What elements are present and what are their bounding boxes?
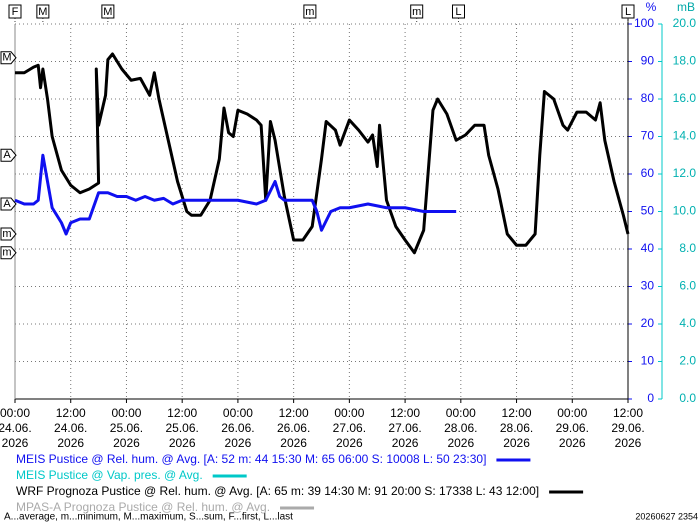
x-tick-label: 00:00 [223, 406, 253, 420]
legend-label: MEIS Pustice @ Rel. hum. @ Avg. [A: 52 m… [16, 452, 486, 466]
y2-tick-label: 4.0 [679, 316, 696, 330]
y-tick-label: 80 [641, 91, 655, 105]
marker-box [0, 148, 17, 162]
x-tick-label: 2026 [392, 436, 419, 450]
x-tick-label: 28.06. [500, 421, 533, 435]
marker-box [0, 227, 17, 241]
x-tick-label: 12:00 [279, 406, 309, 420]
y2-tick-label: 20.0 [673, 16, 697, 30]
x-tick-label: 12:00 [56, 406, 86, 420]
footnote: A...average, m...minimum, M...maximum, S… [4, 512, 293, 523]
marker-label: A [3, 198, 11, 210]
x-tick-label: 2026 [57, 436, 84, 450]
x-tick-label: 2026 [280, 436, 307, 450]
y-tick-label: 20 [641, 316, 655, 330]
y-tick-label: 40 [641, 241, 655, 255]
timestamp: 20260627 2354 [635, 511, 698, 521]
y2-tick-label: 2.0 [679, 354, 696, 368]
marker-label: M [103, 6, 112, 18]
marker-box [0, 51, 17, 65]
marker-label: A [3, 149, 11, 161]
y-unit: % [646, 0, 657, 14]
x-tick-label: 24.06. [54, 421, 87, 435]
marker-label: L [625, 6, 631, 18]
x-tick-label: 2026 [2, 436, 29, 450]
y2-tick-label: 6.0 [679, 279, 696, 293]
y-tick-label: 100 [634, 16, 654, 30]
marker-label: F [12, 6, 19, 18]
y-tick-label: 90 [641, 54, 655, 68]
marker-box [451, 4, 465, 19]
x-tick-label: 25.06. [165, 421, 198, 435]
x-tick-label: 2026 [336, 436, 363, 450]
x-tick-label: 29.06. [556, 421, 589, 435]
series-line [15, 52, 630, 255]
legend-label: MEIS Pustice @ Vap. pres. @ Avg. [16, 468, 203, 482]
y-tick-label: 50 [641, 204, 655, 218]
y-tick-label: 70 [641, 129, 655, 143]
x-tick-label: 12:00 [167, 406, 197, 420]
x-tick-label: 12:00 [390, 406, 420, 420]
y-tick-label: 0 [647, 391, 654, 405]
x-tick-label: 12:00 [502, 406, 532, 420]
y2-tick-label: 0.0 [679, 391, 696, 405]
x-tick-label: 2026 [225, 436, 252, 450]
marker-label: m [412, 6, 421, 18]
marker-box [0, 246, 17, 260]
legend-label: WRF Prognoza Pustice @ Rel. hum. @ Avg. … [16, 484, 539, 498]
x-tick-label: 25.06. [110, 421, 143, 435]
x-tick-label: 12:00 [613, 406, 643, 420]
x-tick-label: 2026 [615, 436, 642, 450]
marker-label: L [455, 6, 461, 18]
y2-tick-label: 18.0 [673, 54, 697, 68]
x-tick-label: 2026 [169, 436, 196, 450]
x-tick-label: 2026 [447, 436, 474, 450]
y2-tick-label: 8.0 [679, 241, 696, 255]
x-tick-label: 28.06. [444, 421, 477, 435]
marker-box [36, 4, 50, 19]
y-tick-label: 60 [641, 166, 655, 180]
x-tick-label: 00:00 [557, 406, 587, 420]
marker-box [0, 197, 17, 211]
x-tick-label: 24.06. [0, 421, 32, 435]
marker-label: M [38, 6, 47, 18]
x-tick-label: 29.06. [611, 421, 644, 435]
marker-label: m [2, 228, 11, 240]
x-tick-label: 00:00 [0, 406, 30, 420]
marker-box [303, 4, 317, 19]
x-tick-label: 26.06. [277, 421, 310, 435]
y-tick-label: 10 [641, 354, 655, 368]
marker-label: m [305, 6, 314, 18]
marker-box [101, 4, 115, 19]
marker-box [8, 4, 22, 19]
y2-tick-label: 10.0 [673, 204, 697, 218]
y2-tick-label: 12.0 [673, 166, 697, 180]
x-tick-label: 2026 [113, 436, 140, 450]
marker-label: m [2, 247, 11, 259]
x-tick-label: 00:00 [111, 406, 141, 420]
y2-tick-label: 16.0 [673, 91, 697, 105]
y2-tick-label: 14.0 [673, 129, 697, 143]
marker-box [621, 4, 635, 19]
x-tick-label: 2026 [503, 436, 530, 450]
marker-box [410, 4, 424, 19]
series-line [14, 153, 457, 236]
y2-unit: mB [677, 0, 695, 14]
x-tick-label: 00:00 [446, 406, 476, 420]
legend-label: MPAS-A Prognoza Pustice @ Rel. hum. @ Av… [16, 500, 270, 514]
x-tick-label: 26.06. [221, 421, 254, 435]
x-tick-label: 00:00 [334, 406, 364, 420]
marker-label: M [2, 52, 11, 64]
x-tick-label: 2026 [559, 436, 586, 450]
x-tick-label: 27.06. [388, 421, 421, 435]
y-tick-label: 30 [641, 279, 655, 293]
x-tick-label: 27.06. [333, 421, 366, 435]
